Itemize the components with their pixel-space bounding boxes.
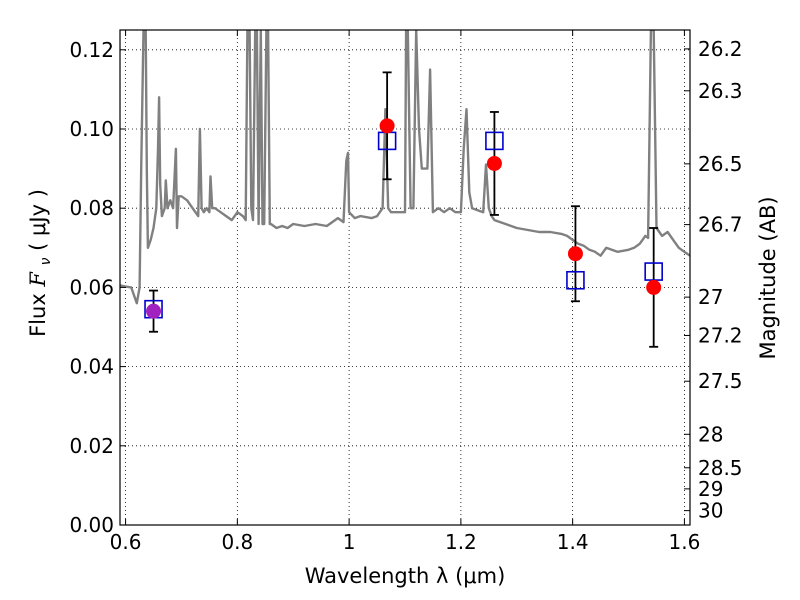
observed-circle-marker [567, 246, 583, 262]
y-axis-label-prefix: Flux [26, 287, 50, 337]
magnitude-tick-label: 27 [698, 285, 723, 309]
x-tick-label: 0.6 [110, 530, 142, 554]
magnitude-tick-label: 28.5 [698, 456, 743, 480]
y-tick-label: 0.00 [69, 513, 114, 537]
y-axis-label-subscript: ν [38, 257, 54, 265]
y-axis-ticks: 0.00 0.02 0.04 0.06 0.08 0.10 0.12 [69, 38, 126, 537]
observed-circle-marker [486, 155, 502, 171]
observed-circle-marker [146, 303, 162, 319]
magnitude-tick-label: 26.7 [698, 213, 743, 237]
x-tick-label: 1.4 [557, 530, 589, 554]
model-spectrum-layer [120, 30, 690, 305]
observed-circle-marker [379, 118, 395, 134]
magnitude-tick-label: 26.2 [698, 37, 743, 61]
y-tick-label: 0.04 [69, 355, 114, 379]
magnitude-axis-label: Magnitude (AB) [756, 196, 780, 359]
synthetic-square-marker [566, 270, 585, 290]
y-tick-label: 0.02 [69, 434, 114, 458]
x-axis-label: Wavelength λ (μm) [305, 564, 506, 588]
x-tick-label: 1.6 [669, 530, 701, 554]
marker-layer [144, 118, 663, 319]
magnitude-tick-label: 30 [698, 499, 723, 523]
x-tick-label: 1 [343, 530, 356, 554]
y-axis-label-unit: ( μJy ) [26, 189, 50, 251]
y-axis-label: Flux F ν ( μJy ) [26, 189, 55, 337]
model-spectrum-line [120, 30, 690, 305]
magnitude-tick-label: 29 [698, 477, 723, 501]
magnitude-tick-label: 26.5 [698, 152, 743, 176]
y-tick-label: 0.06 [69, 275, 114, 299]
plot-frame [119, 29, 691, 526]
magnitude-tick-label: 27.5 [698, 369, 743, 393]
magnitude-tick-label: 28 [698, 422, 723, 446]
y-tick-label: 0.12 [69, 38, 114, 62]
synthetic-square-marker [485, 131, 504, 151]
x-tick-label: 1.2 [445, 530, 477, 554]
magnitude-tick-label: 26.3 [698, 79, 743, 103]
magnitude-tick-label: 27.2 [698, 323, 743, 347]
observed-circle-marker [646, 279, 662, 295]
y-axis-label-symbol: F [26, 271, 50, 288]
x-axis-ticks: 0.6 0.8 1 1.2 1.4 1.6 [110, 30, 701, 554]
y-tick-label: 0.10 [69, 117, 114, 141]
y-tick-label: 0.08 [69, 196, 114, 220]
x-tick-label: 0.8 [221, 530, 253, 554]
